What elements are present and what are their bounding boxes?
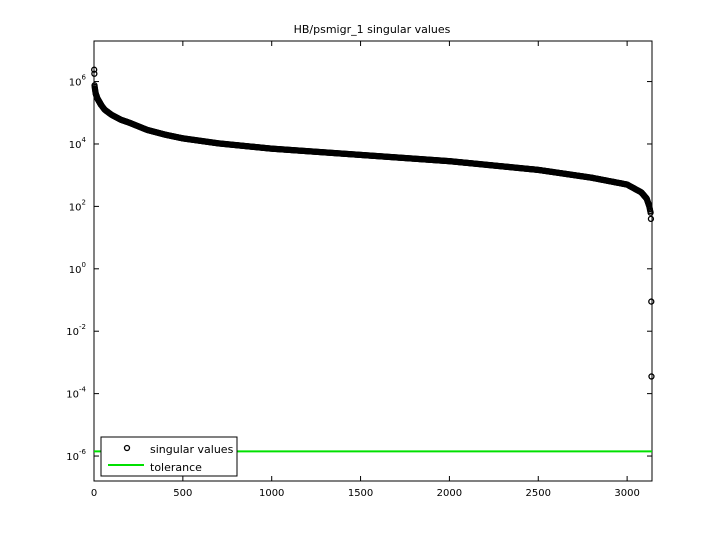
legend-label-singular-values: singular values (150, 443, 234, 456)
legend-label-tolerance: tolerance (150, 461, 202, 474)
data-point (91, 66, 98, 73)
y-tick-label: 10-6 (66, 448, 86, 463)
y-tick-label: 100 (69, 261, 86, 276)
x-tick-label: 3000 (614, 488, 639, 499)
plot-frame (93, 40, 653, 482)
y-tick-label: 10-4 (66, 386, 86, 401)
data-point (91, 70, 98, 77)
x-tick-label: 2000 (437, 488, 462, 499)
legend-marker-singular-values (123, 444, 131, 452)
data-point-tail (648, 373, 655, 380)
x-tick-label: 1000 (259, 488, 284, 499)
data-marks (91, 66, 655, 453)
x-tick-label: 0 (91, 488, 97, 499)
data-point-tail (648, 298, 655, 305)
x-tick-label: 500 (173, 488, 192, 499)
chart-title: HB/psmigr_1 singular values (294, 23, 451, 36)
legend-box (100, 436, 238, 477)
y-tick-label: 102 (69, 198, 86, 213)
y-tick-label: 104 (69, 136, 87, 151)
data-point (647, 209, 654, 216)
y-tick-label: 106 (69, 74, 87, 89)
legend: singular values tolerance (100, 436, 238, 477)
data-point-tail (647, 215, 655, 223)
x-tick-label: 1500 (348, 488, 373, 499)
y-tick-label: 10-2 (66, 323, 86, 338)
x-tick-label: 2500 (526, 488, 551, 499)
